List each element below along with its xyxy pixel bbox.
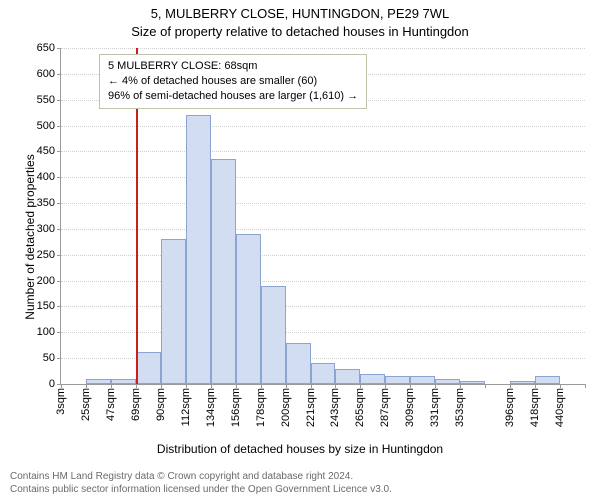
ytick-mark — [57, 74, 61, 75]
ytick-mark — [57, 177, 61, 178]
annotation-line-1: 5 MULBERRY CLOSE: 68sqm — [108, 59, 358, 74]
histogram-bar — [535, 376, 560, 384]
histogram-bar — [261, 286, 286, 384]
xtick-mark — [485, 384, 486, 388]
gridline — [61, 229, 585, 230]
plot-area: 0501001502002503003504004505005506006503… — [60, 48, 585, 385]
xtick-label: 243sqm — [329, 388, 341, 427]
xtick-label: 287sqm — [379, 388, 391, 427]
xtick-label: 396sqm — [504, 388, 516, 427]
gridline — [61, 126, 585, 127]
annotation-box: 5 MULBERRY CLOSE: 68sqm ← 4% of detached… — [99, 54, 367, 109]
footer-line-2: Contains public sector information licen… — [10, 483, 392, 496]
xtick-label: 418sqm — [529, 388, 541, 427]
histogram-bar — [211, 159, 236, 384]
xtick-label: 90sqm — [155, 388, 167, 421]
ytick-mark — [57, 332, 61, 333]
xtick-label: 3sqm — [55, 388, 67, 415]
histogram-bar — [435, 379, 460, 384]
histogram-bar — [335, 369, 360, 385]
xtick-label: 309sqm — [404, 388, 416, 427]
xtick-label: 440sqm — [554, 388, 566, 427]
ytick-mark — [57, 306, 61, 307]
histogram-bar — [410, 376, 435, 384]
ytick-label: 600 — [37, 68, 55, 80]
xtick-label: 134sqm — [205, 388, 217, 427]
y-axis-label: Number of detached properties — [23, 67, 37, 407]
chart-title-2: Size of property relative to detached ho… — [0, 24, 600, 39]
ytick-mark — [57, 48, 61, 49]
x-axis-label: Distribution of detached houses by size … — [0, 442, 600, 456]
histogram-bar — [136, 352, 161, 384]
chart-title-1: 5, MULBERRY CLOSE, HUNTINGDON, PE29 7WL — [0, 6, 600, 21]
ytick-label: 500 — [37, 120, 55, 132]
gridline — [61, 255, 585, 256]
ytick-label: 550 — [37, 94, 55, 106]
gridline — [61, 48, 585, 49]
histogram-bar — [86, 379, 111, 384]
gridline — [61, 177, 585, 178]
chart-container: 5, MULBERRY CLOSE, HUNTINGDON, PE29 7WL … — [0, 0, 600, 500]
ytick-mark — [57, 358, 61, 359]
histogram-bar — [385, 376, 410, 384]
gridline — [61, 151, 585, 152]
histogram-bar — [186, 115, 211, 384]
histogram-bar — [311, 363, 336, 384]
histogram-bar — [510, 381, 535, 384]
xtick-label: 221sqm — [305, 388, 317, 427]
histogram-bar — [460, 381, 485, 384]
ytick-label: 100 — [37, 326, 55, 338]
footer-line-1: Contains HM Land Registry data © Crown c… — [10, 470, 392, 483]
xtick-label: 156sqm — [230, 388, 242, 427]
xtick-label: 47sqm — [105, 388, 117, 421]
gridline — [61, 332, 585, 333]
ytick-label: 450 — [37, 145, 55, 157]
ytick-mark — [57, 100, 61, 101]
ytick-mark — [57, 281, 61, 282]
ytick-label: 650 — [37, 42, 55, 54]
ytick-label: 50 — [43, 352, 55, 364]
ytick-label: 300 — [37, 223, 55, 235]
xtick-label: 200sqm — [280, 388, 292, 427]
ytick-label: 350 — [37, 197, 55, 209]
histogram-bar — [236, 234, 261, 384]
ytick-mark — [57, 151, 61, 152]
xtick-label: 112sqm — [180, 388, 192, 426]
gridline — [61, 306, 585, 307]
xtick-label: 69sqm — [130, 388, 142, 421]
ytick-mark — [57, 126, 61, 127]
gridline — [61, 281, 585, 282]
histogram-bar — [161, 239, 186, 384]
histogram-bar — [286, 343, 311, 384]
footer-text: Contains HM Land Registry data © Crown c… — [10, 470, 392, 496]
xtick-mark — [585, 384, 586, 388]
ytick-mark — [57, 203, 61, 204]
xtick-label: 331sqm — [429, 388, 441, 427]
histogram-bar — [111, 379, 136, 384]
annotation-line-3: 96% of semi-detached houses are larger (… — [108, 89, 358, 104]
ytick-label: 400 — [37, 171, 55, 183]
gridline — [61, 203, 585, 204]
ytick-label: 150 — [37, 300, 55, 312]
ytick-mark — [57, 229, 61, 230]
xtick-label: 178sqm — [255, 388, 267, 427]
xtick-label: 265sqm — [354, 388, 366, 427]
annotation-line-2: ← 4% of detached houses are smaller (60) — [108, 74, 358, 89]
xtick-label: 353sqm — [454, 388, 466, 427]
ytick-mark — [57, 255, 61, 256]
xtick-label: 25sqm — [80, 388, 92, 421]
ytick-label: 250 — [37, 249, 55, 261]
ytick-label: 200 — [37, 275, 55, 287]
histogram-bar — [360, 374, 385, 384]
